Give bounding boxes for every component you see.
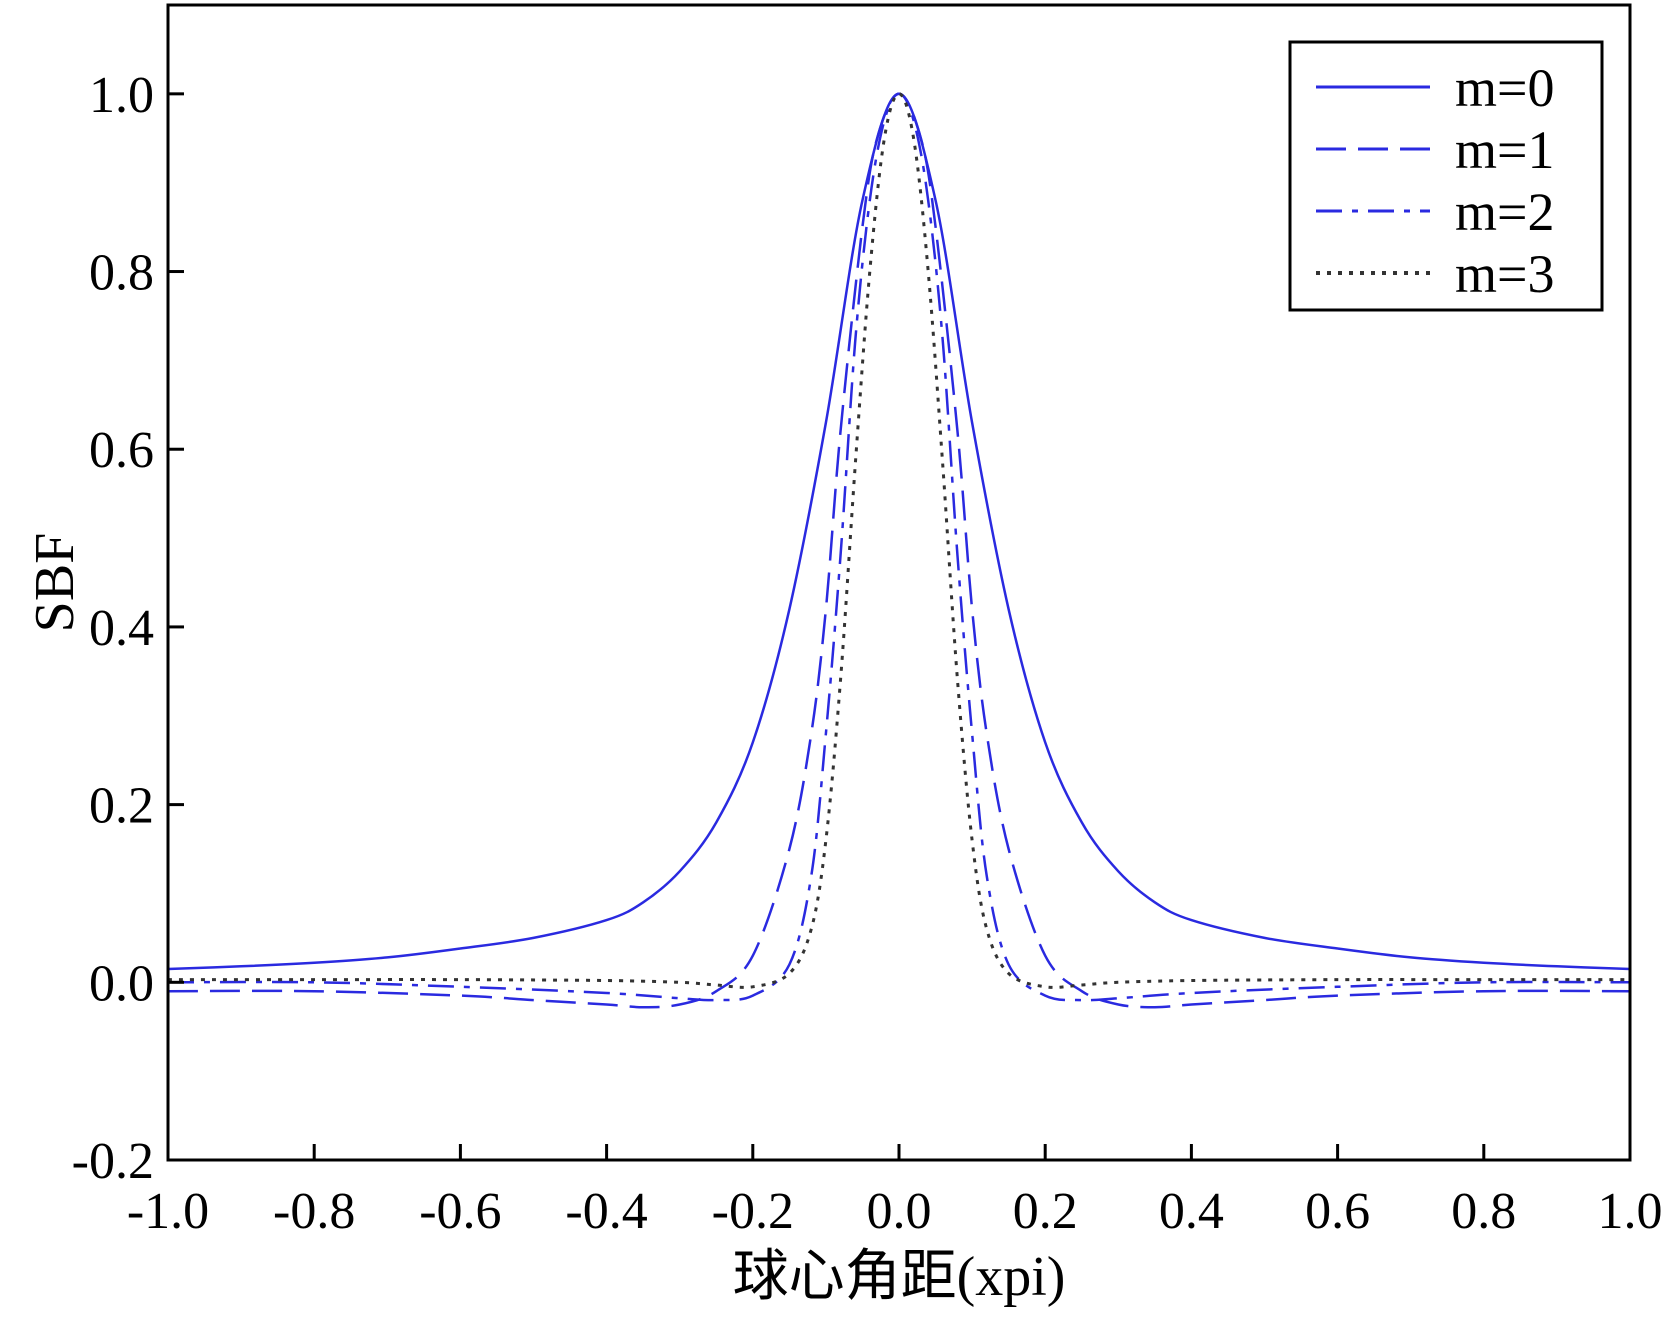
legend-box: [1288, 40, 1604, 312]
y-axis-ticks: -0.2 0.0 0.2 0.4 0.6 0.8 1.0: [72, 67, 184, 1190]
y-tick-label: 0.4: [89, 600, 154, 657]
x-tick-label: -0.4: [565, 1183, 647, 1240]
y-axis-title: SBF: [24, 533, 86, 633]
series-lines: [167, 92, 1631, 1009]
x-tick-label: -0.2: [712, 1183, 794, 1240]
x-tick-label: -1.0: [127, 1183, 209, 1240]
series-line-m3: [168, 92, 1630, 989]
y-tick-label: 0.0: [89, 955, 154, 1012]
legend-label-m1: m=1: [1455, 120, 1554, 180]
legend: m=0m=1m=2m=3: [1288, 40, 1604, 312]
y-tick-label: 0.8: [89, 245, 154, 302]
y-tick-label: 0.6: [89, 422, 154, 479]
x-tick-label: 0.6: [1305, 1183, 1370, 1240]
x-tick-label: 0.4: [1159, 1183, 1224, 1240]
legend-label-m3: m=3: [1455, 244, 1554, 304]
y-tick-label: 1.0: [89, 67, 154, 124]
x-tick-label: -0.8: [273, 1183, 355, 1240]
series-line-m2: [167, 92, 1631, 1002]
legend-label-m2: m=2: [1455, 182, 1554, 242]
y-tick-label: 0.2: [89, 778, 154, 835]
x-tick-label: -0.6: [419, 1183, 501, 1240]
x-axis-ticks: -1.0 -0.8 -0.6 -0.4 -0.2 0.0 0.2 0.4 0.6 0.8 1.0: [127, 1144, 1663, 1240]
x-tick-label: 0.2: [1013, 1183, 1078, 1240]
x-tick-label: 0.8: [1451, 1183, 1516, 1240]
x-tick-label: 0.0: [867, 1183, 932, 1240]
legend-label-m0: m=0: [1455, 58, 1554, 118]
x-tick-label: 1.0: [1598, 1183, 1663, 1240]
x-axis-title: 球心角距(xpi): [733, 1246, 1066, 1308]
y-tick-label: -0.2: [72, 1133, 154, 1190]
